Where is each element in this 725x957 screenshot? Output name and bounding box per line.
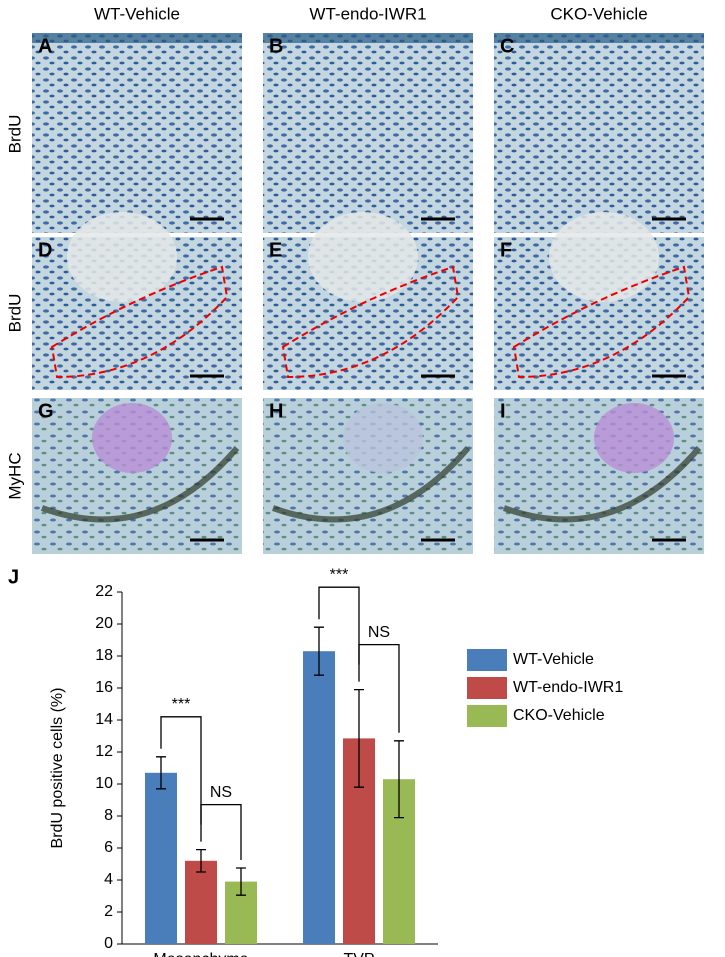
panel-letter: A [38,35,52,57]
error-bar [196,848,206,873]
legend-label: WT-endo-IWR1 [513,679,623,696]
panel-letter: I [500,400,506,422]
annotation: NS [210,784,232,801]
y-tick-label: 0 [104,935,113,952]
outline [512,265,691,379]
muscle [271,446,471,523]
outline [281,265,460,379]
micrograph [263,33,473,233]
bar [145,772,177,944]
y-tick-label: 6 [104,839,113,856]
error-bar [394,740,404,819]
cartilage [549,212,659,302]
annotation: NS [368,624,390,641]
y-tick-label: 8 [104,807,113,824]
bar [185,860,217,944]
bracket [318,586,360,665]
y-tick-label: 18 [95,647,113,664]
legend-swatch [467,677,507,699]
bracket [160,716,202,825]
muscle [40,446,240,523]
row-label: BrdU [5,294,24,333]
panel-letter: H [269,400,283,422]
muscle [502,446,702,523]
error-bar [236,867,246,896]
row-label: BrdU [5,115,24,154]
legend-swatch [467,705,507,727]
panels: WT-Vehicle WT-endo-IWR1 CKO-Vehicle BrdU… [5,4,647,499]
x-tick-label: Mesenchyme [153,951,248,957]
bracket [358,643,400,733]
panel-letter: C [500,35,514,57]
annotation: *** [330,566,349,583]
y-tick-label: 20 [95,615,113,632]
y-tick-label: 16 [95,679,113,696]
tissue-edge [263,33,473,43]
bracket [200,803,242,860]
error-bar [156,756,166,790]
tissue-edge [494,33,704,43]
cartilage [594,403,674,473]
column-label: CKO-Vehicle [550,4,647,23]
y-tick-label: 4 [104,871,113,888]
bar-chart: J BrdU positive cells (%) 0 2 4 6 8 10 12 14 16 18 2… [8,566,623,957]
cartilage [343,403,423,473]
panel-letter: J [8,566,19,588]
column-label: WT-endo-IWR1 [309,4,426,23]
y-axis-label: BrdU positive cells (%) [49,688,66,849]
outline [50,265,229,379]
panel-letter: E [269,239,282,261]
y-tick-label: 14 [95,711,113,728]
bar [303,651,335,944]
legend-label: WT-Vehicle [513,651,594,668]
error-bar [354,688,364,788]
panel-letter: F [500,239,512,261]
cartilage [92,403,172,473]
y-tick-label: 10 [95,775,113,792]
legend-label: CKO-Vehicle [513,707,605,724]
error-bar [314,626,324,676]
y-tick-label: 2 [104,903,113,920]
annotation: *** [172,696,191,713]
column-label: WT-Vehicle [94,4,180,23]
panel-letter: D [38,239,52,261]
panel-letter: G [38,400,54,422]
y-tick-label: 22 [95,583,113,600]
legend-swatch [467,649,507,671]
tissue-edge [32,33,242,43]
micrograph [494,33,704,233]
y-tick-label: 12 [95,743,113,760]
x-tick-label: TVP [343,951,374,957]
cartilage [308,212,418,302]
panel-letter: B [269,35,283,57]
row-label: MyHC [5,452,24,499]
micrograph [32,33,242,233]
cartilage [67,212,177,302]
